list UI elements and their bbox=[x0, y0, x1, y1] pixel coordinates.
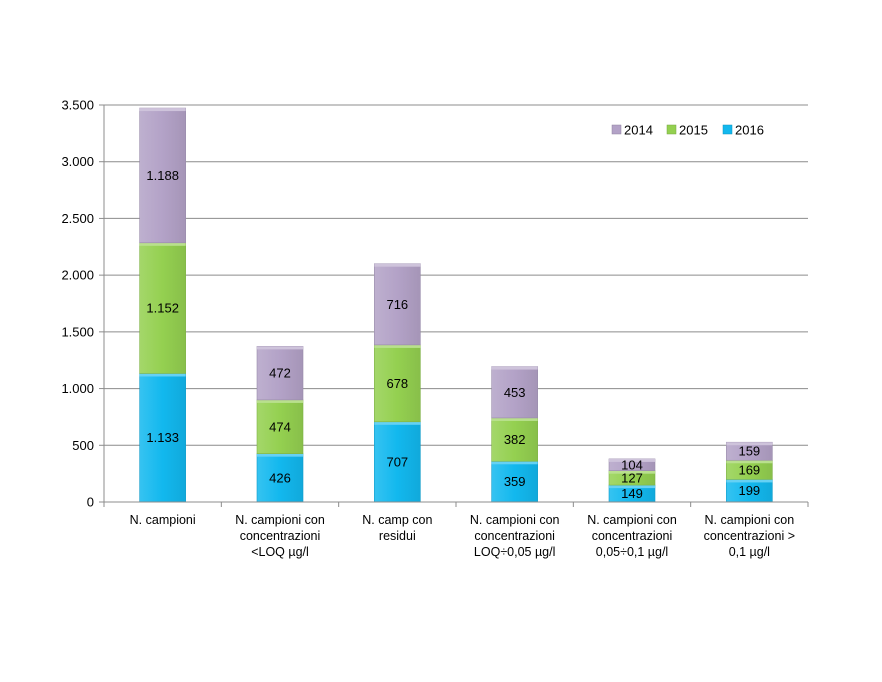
bar-segment-highlight bbox=[374, 421, 421, 425]
bar-segment-highlight bbox=[257, 453, 303, 457]
bar-segment-2015 bbox=[139, 242, 186, 374]
bar-segment-highlight bbox=[491, 366, 538, 370]
legend-swatch-2015 bbox=[666, 124, 677, 135]
data-label-2016: 199 bbox=[738, 483, 760, 498]
bar-segment-highlight bbox=[491, 461, 538, 465]
legend-label-2014: 2014 bbox=[624, 123, 653, 138]
y-tick-label: 2.500 bbox=[61, 211, 94, 226]
bar-segment-highlight bbox=[374, 344, 421, 348]
data-label-2015: 382 bbox=[504, 432, 526, 447]
bar-segment-2015 bbox=[491, 417, 538, 462]
bars bbox=[139, 107, 773, 503]
bar-segment-2016 bbox=[374, 421, 421, 503]
data-label-2014: 472 bbox=[269, 366, 291, 381]
bar-segment-2015 bbox=[256, 399, 304, 454]
y-tick-label: 0 bbox=[87, 495, 94, 510]
data-label-2016: 426 bbox=[269, 470, 291, 485]
data-label-2014: 1.188 bbox=[146, 168, 179, 183]
data-label-2015: 678 bbox=[386, 376, 408, 391]
bar-segment-highlight bbox=[726, 442, 773, 446]
bar-segment-highlight bbox=[609, 485, 655, 489]
bar-segment-2014 bbox=[491, 366, 538, 419]
legend-label-2016: 2016 bbox=[735, 123, 764, 138]
y-tick-label: 500 bbox=[72, 438, 94, 453]
legend-swatch-2016 bbox=[722, 124, 733, 135]
bar-segment-highlight bbox=[139, 373, 186, 377]
bar-segment-2016 bbox=[491, 460, 538, 503]
bar-segment-highlight bbox=[139, 108, 186, 112]
bar-segment-highlight bbox=[726, 479, 773, 483]
bar-segment-highlight bbox=[609, 458, 655, 462]
y-tick-label: 3.500 bbox=[61, 98, 94, 113]
data-label-2016: 149 bbox=[621, 486, 643, 501]
category-label: N. campioni bbox=[130, 513, 196, 527]
data-label-2016: 1.133 bbox=[146, 430, 179, 445]
axes bbox=[99, 104, 809, 507]
bar-segment-2014 bbox=[374, 263, 421, 346]
bar-segment-2015 bbox=[374, 344, 421, 423]
category-labels: N. campioni N. campioni con concentrazioni… bbox=[130, 513, 795, 559]
y-tick-label: 1.000 bbox=[61, 381, 94, 396]
data-label-2015: 127 bbox=[621, 470, 643, 485]
data-label-2014: 104 bbox=[621, 457, 643, 472]
data-label-2014: 159 bbox=[738, 444, 760, 459]
bar-segment-highlight bbox=[491, 417, 538, 421]
y-tick-label: 3.000 bbox=[61, 154, 94, 169]
bar-segment-highlight bbox=[374, 263, 421, 267]
bar-segment-highlight bbox=[257, 346, 303, 350]
category-label: N. campioni con concentrazioni LOQ÷0,05 µg… bbox=[470, 513, 560, 559]
legend: 2014 2015 2016 bbox=[611, 123, 764, 138]
category-label: N. campioni con concentrazioni <LOQ µg/l bbox=[235, 513, 325, 559]
data-label-2015: 474 bbox=[269, 419, 291, 434]
y-tick-labels: 0 500 1.000 1.500 2.000 2.500 3.000 3.500 bbox=[61, 98, 94, 510]
y-tick-label: 2.000 bbox=[61, 268, 94, 283]
data-label-2014: 453 bbox=[504, 385, 526, 400]
bar-segment-2014 bbox=[256, 346, 304, 401]
category-label: N. campioni con concentrazioni >0,1 µg/l bbox=[704, 513, 795, 559]
data-label-2016: 359 bbox=[504, 474, 526, 489]
bar-segment-2014 bbox=[139, 107, 186, 244]
data-label-2015: 169 bbox=[738, 462, 760, 477]
data-label-2016: 707 bbox=[386, 454, 408, 469]
bar-segment-highlight bbox=[139, 242, 186, 246]
category-label: N. camp con residui bbox=[362, 513, 432, 543]
category-label: N. campioni con concentrazioni 0,05÷0,1 µg… bbox=[587, 513, 677, 559]
bar-segment-2016 bbox=[256, 453, 304, 503]
data-label-2014: 716 bbox=[386, 297, 408, 312]
y-tick-label: 1.500 bbox=[61, 324, 94, 339]
bar-segment-highlight bbox=[257, 399, 303, 403]
bar-segment-highlight bbox=[726, 460, 773, 464]
gridlines bbox=[104, 104, 808, 446]
legend-swatch-2014 bbox=[611, 124, 622, 135]
legend-label-2015: 2015 bbox=[679, 123, 708, 138]
data-labels: 1.133 1.152 1.188 426 474 472 707 678 716 359 382 4… bbox=[146, 168, 760, 501]
bar-segment-highlight bbox=[609, 470, 655, 474]
data-label-2015: 1.152 bbox=[146, 301, 179, 316]
